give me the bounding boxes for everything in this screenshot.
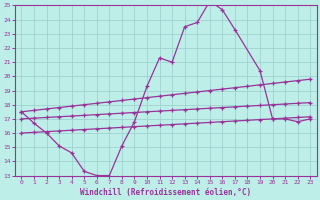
X-axis label: Windchill (Refroidissement éolien,°C): Windchill (Refroidissement éolien,°C) bbox=[80, 188, 252, 197]
